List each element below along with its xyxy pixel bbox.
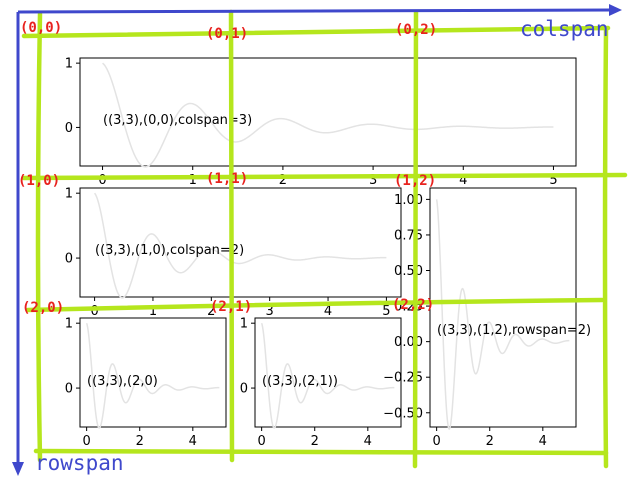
axes-frame	[79, 317, 227, 428]
cell-label-2-0: (2,0)	[22, 300, 64, 316]
damped-cosine-curve	[435, 199, 570, 430]
y-tick-label: 0.75	[394, 228, 423, 243]
rowspan-arrow-head	[12, 462, 24, 476]
grid-line-vertical-2	[412, 9, 419, 469]
y-tick-label: 0.50	[394, 264, 423, 279]
axes-frame	[79, 187, 402, 298]
cell-label-1-2: (1,2)	[394, 173, 436, 189]
x-tick-label: 4	[459, 173, 467, 188]
x-tick-label: 0	[257, 434, 265, 449]
y-tick-label: 1.00	[394, 193, 423, 208]
x-tick-label: 0	[82, 434, 90, 449]
axes-bottom-left: 0 2 4 1 0 ((3,3),(2,0)	[65, 317, 227, 449]
x-tick-label: 2	[311, 434, 319, 449]
cell-label-0-2: (0,2)	[395, 22, 437, 38]
y-tick-label: 0	[65, 382, 73, 397]
rowspan-arrow	[12, 12, 24, 476]
axes-frame	[254, 317, 402, 428]
damped-cosine-curve	[102, 62, 554, 168]
y-tick-label: 0	[65, 252, 73, 267]
x-tick-label: 3	[266, 304, 274, 319]
cell-label-0-0: (0,0)	[20, 20, 62, 36]
grid-line-horizontal-bottom	[33, 448, 609, 456]
x-tick-label: 4	[364, 434, 372, 449]
y-tick-label: 1	[65, 187, 73, 202]
cell-label-1-1: (1,1)	[206, 171, 248, 187]
axes-bottom-middle: 0 2 4 1 0 ((3,3),(2,1))	[240, 317, 402, 449]
y-tick-label: 0.00	[394, 335, 423, 350]
y-tick-label: 1	[65, 317, 73, 332]
axes-label: ((3,3),(2,0)	[87, 374, 158, 389]
grid-line-horizontal-2	[25, 297, 605, 313]
y-tick-label: 0	[240, 382, 248, 397]
axes-label: ((3,3),(0,0),colspan=3)	[103, 113, 252, 128]
axes-frame	[429, 187, 577, 428]
y-tick-label: 1	[240, 317, 248, 332]
x-tick-label: 5	[382, 304, 390, 319]
x-tick-label: 1	[149, 304, 157, 319]
axes-label: ((3,3),(1,2),rowspan=2)	[437, 323, 591, 338]
cell-labels: (0,0) (0,1) (0,2) (1,0) (1,1) (1,2) (2,0…	[18, 20, 437, 316]
grid-line-vertical-1	[228, 9, 235, 463]
axes-frame	[79, 57, 577, 167]
colspan-label: colspan	[520, 17, 609, 41]
colspan-arrow-head	[609, 4, 622, 16]
x-tick-label: 4	[539, 434, 547, 449]
axes-top-colspan3: 0 1 2 3 4 5 1 0 ((3,3),(0,0),colspan=3)	[65, 57, 577, 188]
rowspan-label: rowspan	[35, 451, 124, 475]
y-tick-label: 1	[65, 57, 73, 72]
cell-label-2-2: (2,2)	[392, 297, 434, 313]
x-tick-label: 1	[189, 173, 197, 188]
x-tick-label: 0	[90, 304, 98, 319]
axes-label: ((3,3),(2,1))	[262, 374, 338, 389]
damped-cosine-curve	[85, 322, 220, 429]
x-tick-label: 0	[432, 434, 440, 449]
axes-middle-colspan2: 0 1 2 3 4 5 1 0 ((3,3),(1,0),colspan=2)	[65, 187, 402, 319]
cell-label-0-1: (0,1)	[206, 26, 248, 42]
grid-line-horizontal-1	[21, 172, 628, 181]
cell-label-1-0: (1,0)	[18, 173, 60, 189]
x-tick-label: 4	[189, 434, 197, 449]
x-tick-label: 2	[279, 173, 287, 188]
cell-label-2-1: (2,1)	[210, 299, 252, 315]
grid-line-vertical-left	[35, 11, 43, 463]
x-tick-label: 0	[98, 173, 106, 188]
colspan-arrow	[17, 4, 622, 16]
x-tick-label: 2	[136, 434, 144, 449]
damped-cosine-curve	[93, 192, 387, 299]
axes-label: ((3,3),(1,0),colspan=2)	[95, 243, 244, 258]
y-tick-label: 0	[65, 121, 73, 136]
x-tick-label: 3	[369, 173, 377, 188]
x-tick-label: 2	[207, 304, 215, 319]
grid-line-vertical-right	[602, 27, 609, 469]
damped-cosine-curve	[260, 322, 395, 429]
colspan-arrow-line	[17, 8, 613, 14]
x-tick-label: 2	[486, 434, 494, 449]
x-tick-label: 4	[324, 304, 332, 319]
grid-overlay	[21, 9, 628, 469]
x-tick-label: 5	[549, 173, 557, 188]
grid-line-horizontal-top	[21, 25, 611, 39]
